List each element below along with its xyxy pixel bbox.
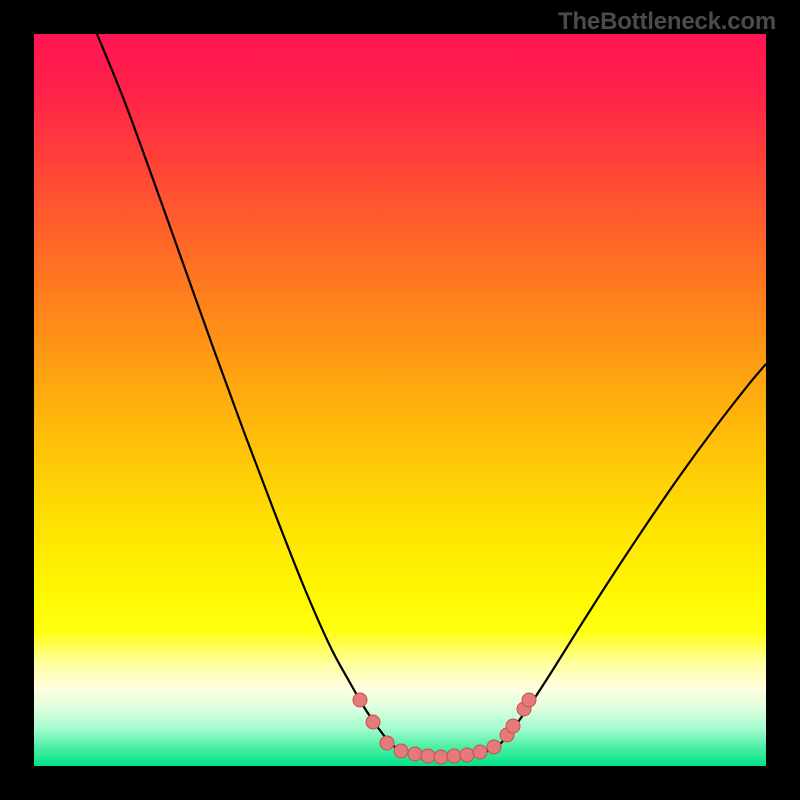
watermark-text: TheBottleneck.com (558, 8, 776, 36)
bottleneck-curve (97, 34, 766, 757)
data-marker (522, 693, 536, 707)
data-marker (447, 749, 461, 763)
data-marker (366, 715, 380, 729)
data-marker (460, 748, 474, 762)
data-marker (434, 750, 448, 764)
data-marker (487, 740, 501, 754)
chart-canvas: TheBottleneck.com (0, 0, 800, 800)
data-marker (506, 719, 520, 733)
curve-overlay (0, 0, 800, 800)
data-marker (473, 745, 487, 759)
data-marker (408, 747, 422, 761)
data-marker (421, 749, 435, 763)
data-marker (394, 744, 408, 758)
data-marker (353, 693, 367, 707)
data-marker (380, 736, 394, 750)
